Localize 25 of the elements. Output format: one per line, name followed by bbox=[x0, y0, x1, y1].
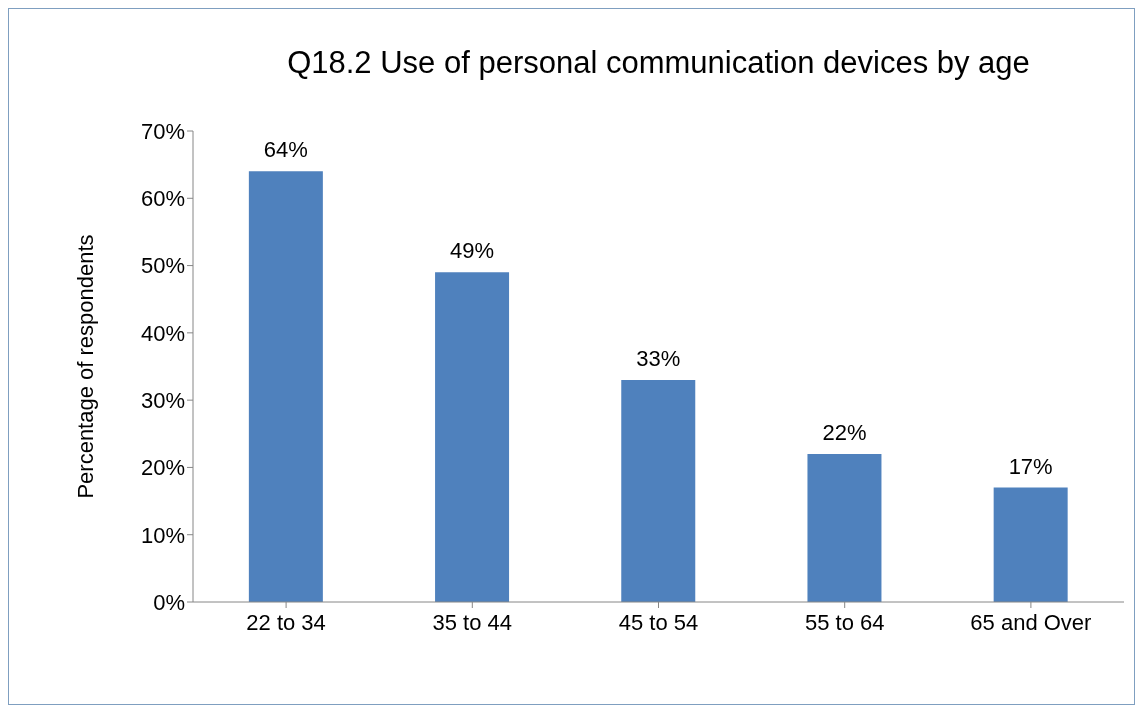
y-tick-label: 0% bbox=[153, 589, 185, 615]
y-tick-label: 40% bbox=[140, 320, 185, 346]
y-tick-label: 70% bbox=[140, 118, 185, 144]
x-tick-label: 35 to 44 bbox=[432, 609, 513, 635]
bar bbox=[435, 272, 510, 602]
bar bbox=[807, 453, 882, 602]
y-tick-label: 20% bbox=[140, 455, 185, 481]
x-tick-label: 22 to 34 bbox=[246, 609, 326, 635]
data-label: 64% bbox=[263, 137, 308, 163]
data-label: 49% bbox=[450, 238, 495, 264]
data-label: 17% bbox=[1008, 453, 1053, 479]
x-tick-label: 45 to 54 bbox=[618, 609, 699, 635]
x-tick-label: 65 and Over bbox=[970, 609, 1092, 635]
bar bbox=[993, 487, 1068, 602]
y-tick-label: 30% bbox=[140, 387, 185, 413]
bar bbox=[621, 379, 696, 602]
data-label: 22% bbox=[822, 419, 867, 445]
y-tick-label: 50% bbox=[140, 253, 185, 279]
y-axis-title: Percentage of respondents bbox=[72, 234, 98, 499]
y-tick-label: 60% bbox=[140, 186, 185, 212]
y-tick-label: 10% bbox=[140, 522, 185, 548]
bar bbox=[248, 171, 323, 602]
x-tick-label: 55 to 64 bbox=[804, 609, 885, 635]
chart-title: Q18.2 Use of personal communication devices by age bbox=[286, 45, 1031, 81]
data-label: 33% bbox=[636, 345, 681, 371]
